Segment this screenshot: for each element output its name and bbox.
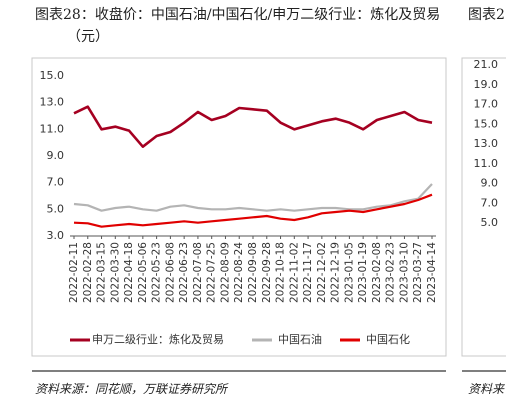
legend-label: 中国石化	[366, 332, 410, 346]
panel-frame	[461, 57, 506, 357]
y-tick-label: 7.0	[481, 196, 499, 209]
x-tick-label: 2023-03-27	[412, 242, 424, 303]
series-line	[73, 105, 433, 148]
y-tick-label: 9.0	[481, 177, 499, 190]
x-tick-label: 2022-02-11	[68, 242, 80, 303]
x-tick-label: 2022-05-23	[151, 242, 163, 303]
x-tick-label: 2022-11-17	[302, 242, 314, 303]
panel-frame	[31, 57, 447, 357]
chart-title: 图表28：收盘价：中国石油/中国石化/申万二级行业：炼化及贸易（元）	[35, 7, 441, 45]
x-tick-label: 2023-04-14	[426, 242, 438, 303]
x-tick-label: 2022-07-25	[206, 242, 218, 303]
x-tick-label: 2023-01-05	[343, 242, 355, 303]
x-tick-label: 2022-08-09	[219, 242, 231, 303]
x-tick-label: 2022-07-08	[192, 242, 204, 303]
y-tick-label: 15.0	[40, 69, 65, 82]
source-note: 资料来源：同花顺，万联证券研究所	[35, 382, 228, 396]
y-tick-label: 7.0	[47, 176, 65, 189]
y-tick-label: 3.0	[47, 229, 65, 242]
x-tick-label: 2022-06-23	[178, 242, 190, 303]
x-tick-label: 2022-09-28	[261, 242, 273, 303]
y-tick-label: 19.0	[474, 78, 499, 91]
x-tick-label: 2022-03-30	[109, 242, 121, 303]
series-line	[73, 193, 433, 228]
x-tick-label: 2022-02-28	[82, 242, 94, 303]
x-tick-label: 2022-08-24	[233, 242, 245, 303]
y-tick-label: 17.0	[474, 98, 499, 111]
source-note: 资料来	[468, 382, 505, 396]
series-line	[73, 183, 433, 212]
x-tick-label: 2022-10-18	[275, 242, 287, 303]
x-tick-label: 2023-02-23	[385, 242, 397, 303]
x-tick-label: 2022-04-18	[123, 242, 135, 303]
x-tick-label: 2022-12-19	[330, 242, 342, 303]
y-tick-label: 13.0	[40, 96, 65, 109]
legend-label: 中国石油	[278, 332, 322, 346]
legend-label: 申万二级行业：炼化及贸易	[92, 332, 224, 346]
x-tick-label: 2023-03-10	[398, 242, 410, 303]
y-tick-label: 21.0	[474, 58, 499, 71]
x-tick-label: 2022-11-02	[288, 242, 300, 303]
x-tick-label: 2022-05-06	[137, 242, 149, 303]
x-tick-label: 2022-12-02	[316, 242, 328, 303]
y-tick-label: 11.0	[474, 157, 499, 170]
y-tick-label: 5.0	[47, 202, 65, 215]
y-tick-label: 9.0	[47, 149, 65, 162]
y-tick-label: 11.0	[40, 122, 65, 135]
x-tick-label: 2023-02-08	[371, 242, 383, 303]
x-tick-label: 2023-01-19	[357, 242, 369, 303]
x-tick-label: 2022-03-15	[96, 242, 108, 303]
y-tick-label: 15.0	[474, 117, 499, 130]
chart-title: 图表2	[468, 7, 505, 23]
y-tick-label: 5.0	[481, 216, 499, 229]
y-tick-label: 13.0	[474, 137, 499, 150]
x-tick-label: 2022-09-08	[247, 242, 259, 303]
x-tick-label: 2022-06-08	[164, 242, 176, 303]
